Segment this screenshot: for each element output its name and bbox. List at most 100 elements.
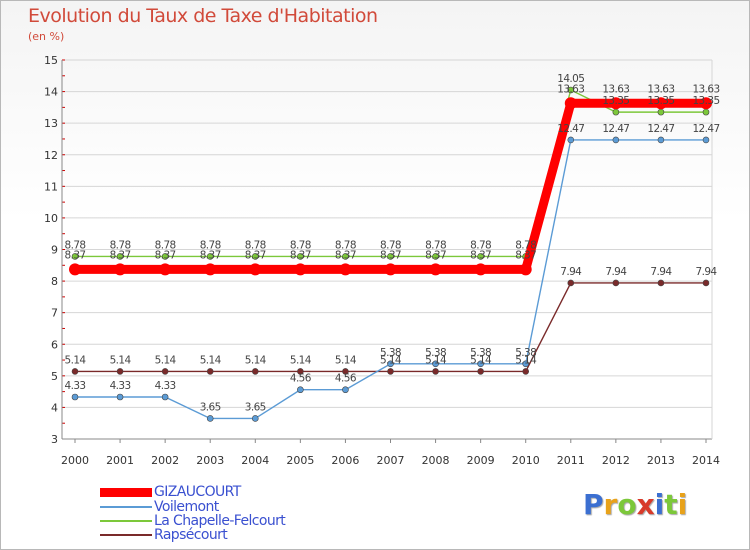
- data-point: [612, 108, 620, 116]
- data-label: 4.33: [155, 380, 176, 392]
- data-labels: 8.37 8.37 8.37 8.37 8.37 8.37 8.37 8.37 8.37 8.37…: [65, 73, 721, 413]
- y-tick-label: 10: [44, 212, 58, 225]
- data-point: [297, 253, 304, 260]
- data-label: 4.33: [110, 380, 131, 392]
- series-lines: [69, 86, 712, 422]
- y-tick-label: 8: [51, 275, 58, 288]
- data-label: 8.37: [470, 249, 491, 261]
- x-tick-label: 2004: [241, 454, 269, 467]
- data-point: [702, 108, 710, 116]
- data-point: [251, 415, 259, 422]
- x-tick-label: 2008: [422, 454, 450, 467]
- data-point: [477, 360, 484, 368]
- data-label: 13.63: [647, 83, 674, 95]
- data-label: 5.14: [155, 354, 177, 366]
- series-line-voilemont: [75, 139, 706, 420]
- x-tick-label: 2014: [692, 454, 720, 467]
- data-point: [116, 393, 124, 401]
- legend-item-rapsecourt: Rapsécourt: [100, 527, 400, 543]
- legend-label-voilemont: Voilemont: [154, 499, 219, 515]
- x-tick-label: 2005: [286, 454, 314, 467]
- x-tick-label: 2006: [331, 454, 359, 467]
- data-point: [297, 368, 304, 375]
- chart-subtitle: (en %): [28, 30, 65, 43]
- data-label: 13.63: [602, 83, 629, 95]
- legend-label-rapsecourt: Rapsécourt: [154, 527, 228, 543]
- x-tick-label: 2007: [377, 454, 405, 467]
- logo-letter: i: [654, 488, 665, 521]
- data-label: 13.35: [602, 95, 629, 107]
- data-label: 5.14: [110, 354, 132, 366]
- data-label: 4.56: [335, 373, 357, 385]
- data-label: 3.65: [245, 401, 266, 413]
- data-label: 7.94: [605, 266, 627, 278]
- x-tick-label: 2003: [196, 454, 224, 467]
- y-tick-label: 15: [44, 54, 58, 67]
- data-point: [432, 368, 439, 375]
- data-label: 12.47: [692, 123, 719, 135]
- data-point: [702, 279, 710, 287]
- logo-letter: o: [617, 488, 637, 521]
- data-point: [161, 393, 169, 401]
- data-point: [297, 386, 304, 394]
- logo-letter: P: [583, 488, 604, 521]
- data-label: 5.14: [380, 354, 402, 366]
- data-point: [612, 279, 620, 287]
- y-tick-label: 3: [51, 433, 58, 446]
- data-point: [567, 279, 575, 287]
- x-tick-label: 2009: [467, 454, 495, 467]
- legend-item-voilemont: Voilemont: [100, 499, 400, 515]
- data-label: 8.37: [110, 249, 131, 261]
- data-label: 8.78: [155, 239, 176, 251]
- data-label: 5.38: [425, 347, 446, 359]
- data-label: 5.14: [425, 354, 447, 366]
- data-point: [251, 253, 259, 260]
- data-label: 14.05: [557, 73, 584, 85]
- data-point: [159, 263, 172, 276]
- data-label: 5.14: [65, 354, 87, 366]
- data-point: [700, 97, 712, 110]
- data-label: 8.37: [245, 249, 266, 261]
- data-point: [206, 253, 214, 260]
- data-point: [702, 136, 710, 144]
- data-label: 13.35: [647, 95, 674, 107]
- data-point: [206, 415, 214, 422]
- logo-letter: x: [636, 488, 655, 521]
- y-tick-label: 9: [51, 244, 58, 257]
- data-point: [161, 253, 169, 260]
- data-label: 13.63: [557, 83, 584, 95]
- data-label: 12.47: [647, 123, 674, 135]
- legend-item-gizaucourt: GIZAUCOURT: [100, 484, 400, 500]
- series-line-la-chapelle-felcourt: [75, 89, 706, 258]
- data-point: [116, 368, 124, 375]
- x-tick-label: 2002: [151, 454, 179, 467]
- data-label: 8.37: [425, 249, 446, 261]
- data-label: 8.37: [65, 249, 86, 261]
- data-label: 8.78: [290, 239, 311, 251]
- data-label: 7.94: [696, 266, 718, 278]
- data-label: 8.78: [425, 239, 446, 251]
- data-label: 8.78: [335, 239, 356, 251]
- y-tick-label: 12: [44, 149, 58, 162]
- data-point: [477, 368, 484, 375]
- data-point: [342, 253, 349, 260]
- x-tick-label: 2001: [106, 454, 134, 467]
- axes: 3 4 5 6 7 8 9 10 11 12 13 14 15 2000 2001 2002 2003 2004 2…: [44, 54, 720, 467]
- logo-letter: t: [664, 488, 678, 521]
- data-point: [206, 368, 214, 375]
- data-label: 5.14: [200, 354, 222, 366]
- data-label: 5.14: [290, 354, 312, 366]
- data-label: 7.94: [650, 266, 672, 278]
- y-tick-label: 7: [51, 307, 58, 320]
- data-point: [612, 136, 620, 144]
- data-label: 5.38: [515, 347, 536, 359]
- x-tick-label: 2013: [647, 454, 675, 467]
- data-label: 8.78: [110, 239, 131, 251]
- y-tick-label: 13: [44, 117, 58, 130]
- data-label: 8.37: [515, 249, 536, 261]
- data-point: [609, 97, 622, 110]
- data-label: 8.78: [245, 239, 266, 251]
- legend-swatch-rapsecourt: [100, 534, 152, 536]
- data-point: [387, 253, 394, 260]
- data-label: 8.37: [380, 249, 401, 261]
